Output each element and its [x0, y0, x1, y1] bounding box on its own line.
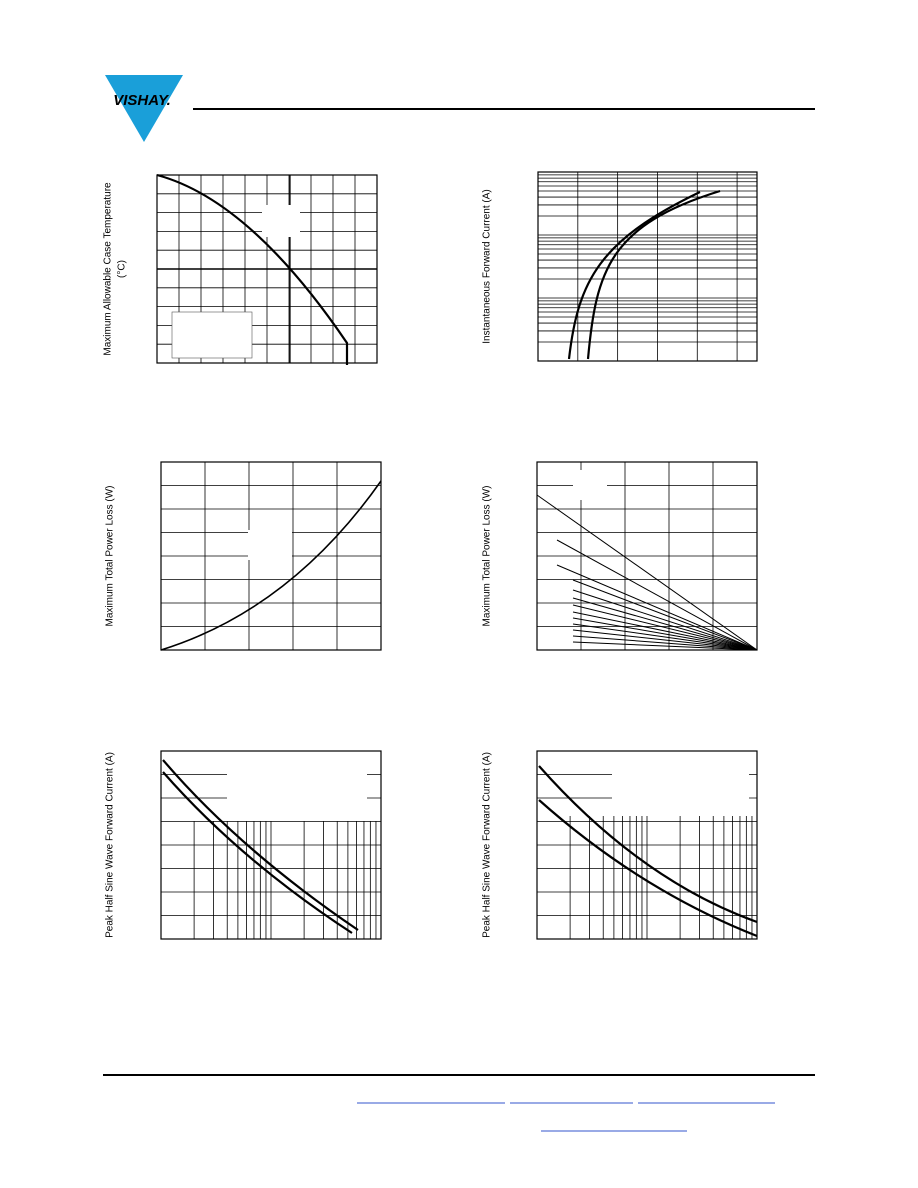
curve: [572, 589, 758, 651]
plot-frame: [160, 750, 382, 940]
curve: [572, 617, 758, 651]
curve: [162, 771, 353, 934]
chart: [537, 171, 758, 362]
chart: [536, 461, 758, 651]
curve: [556, 564, 758, 651]
curve: [572, 635, 758, 651]
curve: [586, 189, 721, 360]
logo-shape: [105, 75, 183, 142]
y-axis-label: Peak Half Sine Wave Forward Current (A): [105, 752, 116, 938]
curve: [538, 765, 758, 924]
curve: [572, 597, 758, 651]
blank-area: [248, 530, 292, 560]
blank-area: [612, 760, 749, 816]
blank-area: [573, 470, 607, 500]
curve: [572, 623, 758, 651]
plot-frame: [536, 461, 758, 651]
curve: [160, 480, 382, 651]
blank-area: [262, 205, 300, 237]
plot-frame: [536, 750, 758, 940]
curve: [572, 611, 758, 651]
curve: [156, 173, 349, 365]
curve: [556, 539, 758, 651]
y-axis-label: (°C): [117, 260, 128, 278]
footer-links: [357, 1102, 775, 1132]
chart: [156, 173, 378, 365]
curve: [162, 759, 359, 931]
curve: [538, 799, 758, 938]
logo-text: VISHAY.: [113, 92, 171, 109]
circuit-box: [171, 311, 253, 359]
chart: [536, 750, 758, 940]
y-axis-label: Maximum Total Power Loss (W): [105, 486, 116, 627]
y-axis-label: Peak Half Sine Wave Forward Current (A): [482, 752, 493, 938]
curve: [572, 641, 758, 651]
curve: [572, 629, 758, 651]
chart: [160, 461, 382, 651]
curve: [572, 579, 758, 651]
blank-area: [227, 760, 367, 818]
curve: [572, 604, 758, 651]
y-axis-label: Maximum Allowable Case Temperature: [103, 182, 114, 356]
chart: [160, 750, 382, 940]
y-axis-label: Instantaneous Forward Current (A): [482, 189, 493, 344]
curve: [536, 494, 758, 651]
curve: [567, 191, 701, 360]
y-axis-label: Maximum Total Power Loss (W): [482, 486, 493, 627]
plot-frame: [537, 171, 758, 362]
plot-frame: [160, 461, 382, 651]
